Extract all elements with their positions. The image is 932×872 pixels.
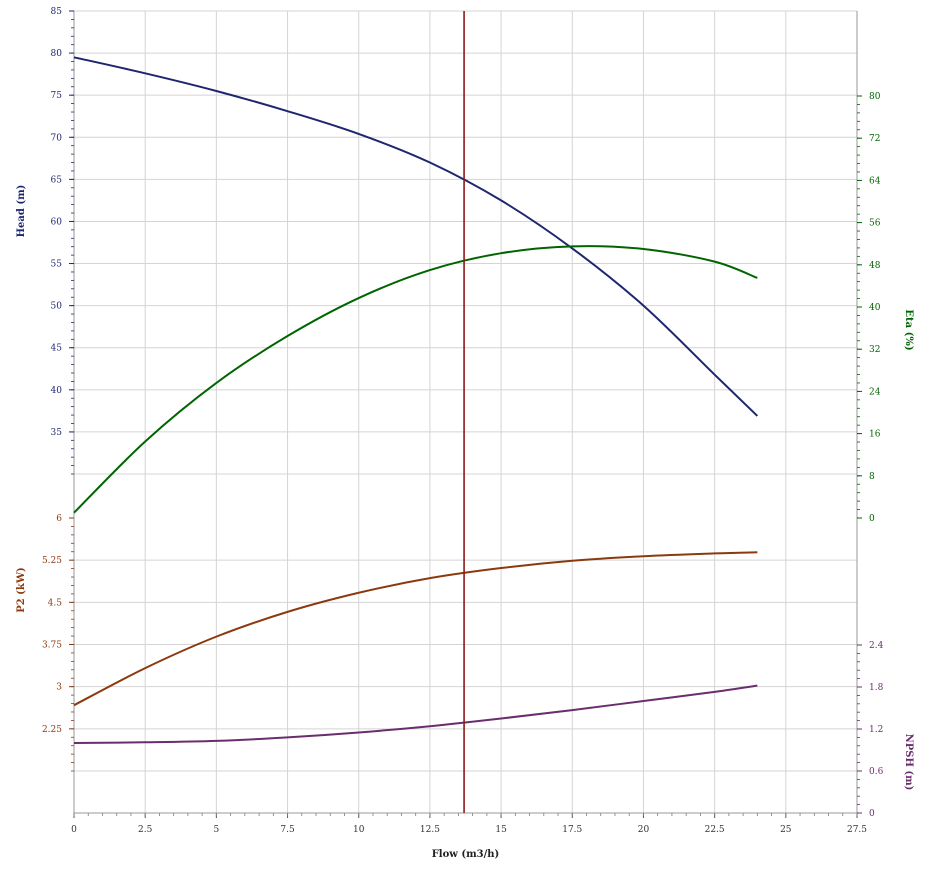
x-tick-label: 7.5 bbox=[280, 825, 295, 835]
eta-tick-label: 24 bbox=[869, 387, 881, 397]
head-tick-label: 80 bbox=[51, 49, 63, 59]
head-axis-title: Head (m) bbox=[16, 185, 27, 238]
npsh-curve bbox=[73, 684, 758, 744]
npsh-tick-label: 2.4 bbox=[869, 641, 884, 651]
x-tick-label: 2.5 bbox=[138, 825, 153, 835]
p2-axis-title: P2 (kW) bbox=[16, 567, 27, 613]
series-lines bbox=[73, 56, 759, 744]
x-tick-label: 10 bbox=[353, 825, 365, 835]
p2-tick-label: 3 bbox=[56, 683, 62, 693]
eta-curve bbox=[73, 245, 758, 514]
p2-tick-label: 6 bbox=[56, 514, 62, 524]
axes: 0 2.5 5 7.5 10 12.5 15 17.5 20 22.5 25 27.5 35 40 45 50… bbox=[42, 7, 884, 835]
eta-tick-label: 48 bbox=[869, 261, 881, 271]
eta-tick-label: 8 bbox=[869, 472, 875, 482]
head-tick-label: 40 bbox=[51, 386, 63, 396]
eta-tick-label: 32 bbox=[869, 345, 880, 355]
eta-tick-label: 80 bbox=[869, 92, 881, 102]
head-tick-label: 60 bbox=[51, 217, 63, 227]
x-tick-label: 20 bbox=[638, 825, 650, 835]
p2-tick-label: 3.75 bbox=[42, 641, 62, 651]
grid bbox=[73, 10, 858, 814]
x-tick-label: 5 bbox=[213, 825, 219, 835]
npsh-axis-title: NPSH (m) bbox=[903, 734, 914, 791]
npsh-tick-label: 0.6 bbox=[869, 767, 884, 777]
npsh-tick-label: 0 bbox=[869, 809, 875, 819]
eta-tick-label: 0 bbox=[869, 514, 875, 524]
x-tick-label: 17.5 bbox=[562, 825, 582, 835]
x-tick-label: 12.5 bbox=[420, 825, 440, 835]
head-tick-label: 65 bbox=[51, 175, 63, 185]
eta-tick-label: 64 bbox=[869, 176, 881, 186]
head-curve bbox=[73, 56, 759, 417]
head-tick-label: 55 bbox=[51, 260, 63, 270]
x-tick-label: 25 bbox=[780, 825, 792, 835]
head-tick-label: 35 bbox=[51, 428, 63, 438]
eta-tick-label: 72 bbox=[869, 134, 880, 144]
npsh-tick-label: 1.8 bbox=[869, 683, 884, 693]
p2-curve bbox=[73, 551, 758, 707]
x-axis-title: Flow (m3/h) bbox=[432, 849, 500, 860]
p2-tick-label: 4.5 bbox=[48, 598, 63, 608]
x-tick-label: 27.5 bbox=[847, 825, 867, 835]
head-tick-label: 85 bbox=[51, 7, 63, 17]
x-tick-label: 0 bbox=[71, 825, 77, 835]
x-tick-label: 22.5 bbox=[705, 825, 725, 835]
head-tick-label: 70 bbox=[51, 133, 63, 143]
p2-tick-label: 5.25 bbox=[42, 556, 62, 566]
eta-tick-label: 40 bbox=[869, 303, 881, 313]
eta-axis-title: Eta (%) bbox=[903, 309, 914, 350]
axis-labels: Flow (m3/h) Head (m) P2 (kW) Eta (%) NPSH (m… bbox=[16, 185, 914, 860]
eta-tick-label: 16 bbox=[869, 430, 881, 440]
head-tick-label: 50 bbox=[51, 302, 63, 312]
head-tick-label: 45 bbox=[51, 344, 63, 354]
p2-tick-label: 2.25 bbox=[42, 725, 62, 735]
eta-tick-label: 56 bbox=[869, 219, 881, 229]
npsh-tick-label: 1.2 bbox=[869, 725, 883, 735]
x-tick-label: 15 bbox=[495, 825, 507, 835]
head-tick-label: 75 bbox=[51, 91, 63, 101]
